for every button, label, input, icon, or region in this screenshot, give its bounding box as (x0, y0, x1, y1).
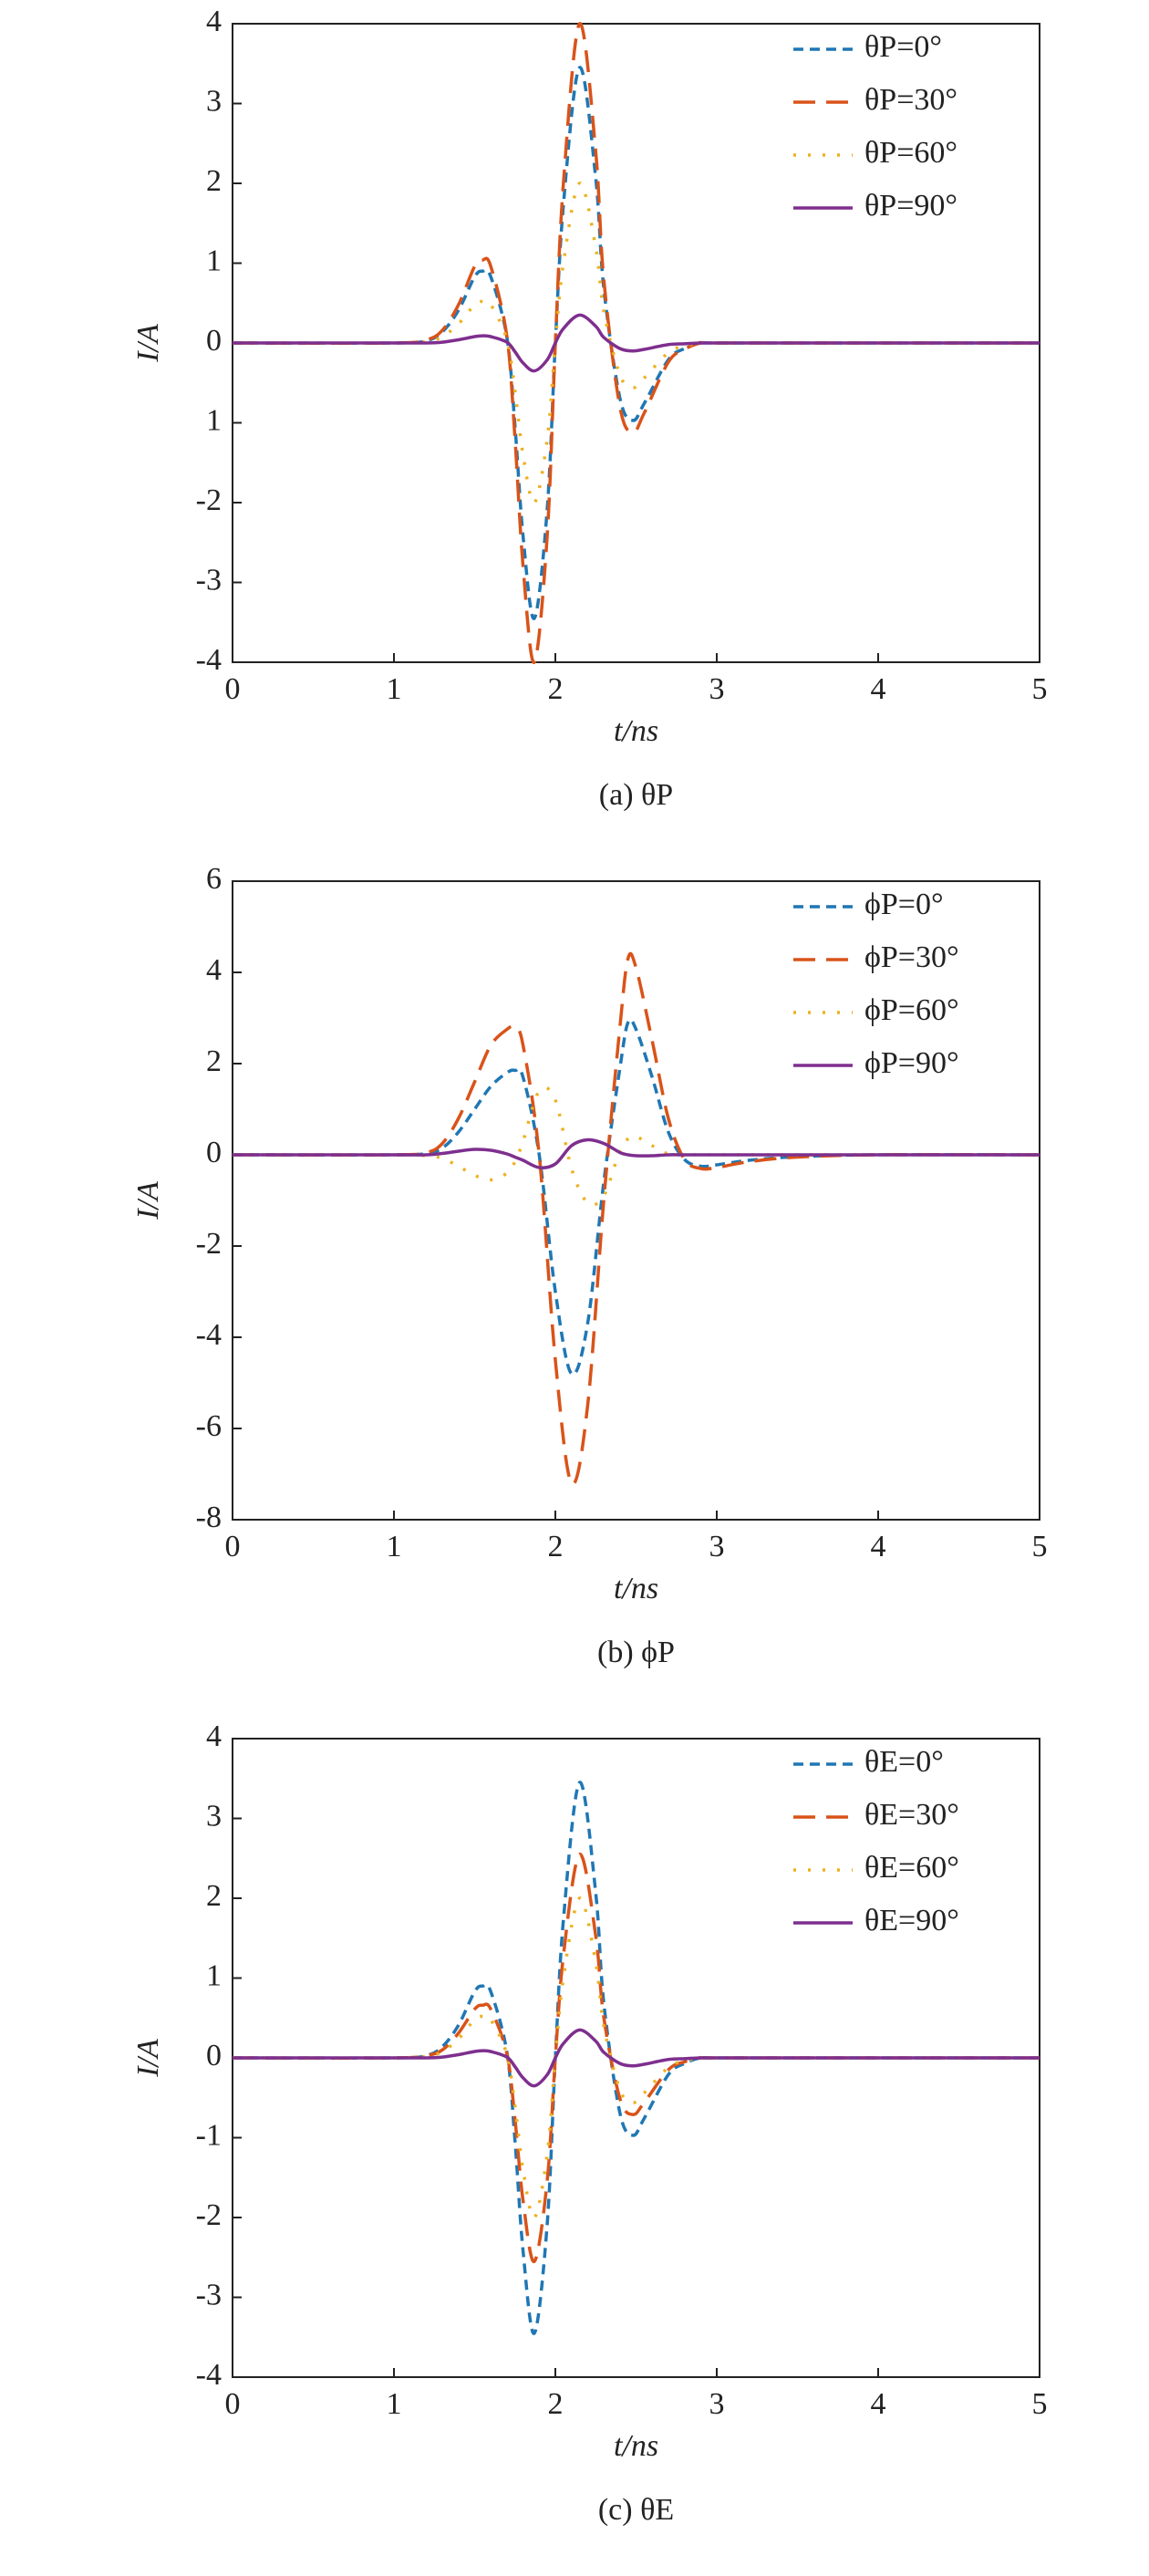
y-tick-label: -6 (196, 1409, 222, 1443)
series-line (232, 1017, 1040, 1376)
x-tick-label: 4 (871, 2387, 886, 2421)
y-tick-label: 6 (206, 862, 222, 896)
x-tick-label: 1 (387, 672, 402, 706)
legend-label: θP=90° (864, 189, 958, 223)
y-tick-label: -2 (196, 483, 222, 517)
x-tick-label: 0 (225, 672, 241, 706)
y-axis-label: I/A (131, 1181, 165, 1220)
caption: (c) θE (598, 2493, 674, 2527)
x-axis-label: t/ns (614, 2429, 658, 2463)
y-tick-label: -4 (196, 1318, 222, 1352)
y-tick-label: 0 (206, 2039, 222, 2072)
plot-frame (232, 880, 1040, 1521)
y-tick-label: -4 (196, 643, 222, 677)
panel: 0 1 2 3 4 5 -4 -3 -2 1 0 1 2 3 4 t/ns I/A (a) θP θP=0° θP=3… (131, 5, 1048, 812)
series-line (232, 1853, 1040, 2263)
x-tick-label: 1 (387, 2387, 402, 2421)
panel: 0 1 2 3 4 5 -8 -6 -4 -2 0 2 4 6 t/ns I/A (b) ϕP ϕP=0° ϕP=3… (131, 862, 1048, 1669)
y-tick-label: 3 (206, 84, 222, 118)
series-line (232, 182, 1040, 504)
series-line (232, 2028, 1040, 2088)
legend-label: ϕP=0° (864, 888, 944, 921)
y-tick-label: -4 (196, 2358, 222, 2392)
y-tick-label: -3 (196, 563, 222, 597)
x-tick-label: 2 (548, 672, 564, 706)
y-tick-label: 2 (206, 164, 222, 198)
series-line (233, 313, 1040, 373)
y-axis-label: I/A (131, 324, 165, 363)
legend-label: θP=60° (864, 136, 958, 170)
y-tick-label: -2 (196, 1227, 222, 1261)
y-axis-label: I/A (131, 2039, 165, 2078)
x-tick-label: 4 (871, 1530, 886, 1563)
legend-label: ϕP=90° (864, 1046, 959, 1080)
y-tick-label: 1 (206, 403, 222, 437)
y-tick-label: 4 (206, 953, 222, 987)
caption: (b) ϕP (597, 1636, 675, 1669)
y-tick-label: 2 (206, 1044, 222, 1078)
x-tick-label: 0 (225, 1530, 241, 1563)
x-tick-label: 3 (709, 2387, 725, 2421)
x-tick-label: 3 (709, 672, 725, 706)
series-line (233, 1137, 1040, 1169)
x-tick-label: 5 (1032, 2387, 1048, 2421)
x-tick-label: 0 (225, 2387, 241, 2421)
y-tick-label: -2 (196, 2198, 222, 2232)
legend-label: ϕP=60° (864, 993, 959, 1027)
y-tick-label: -1 (196, 2118, 222, 2152)
x-axis-label: t/ns (614, 1572, 658, 1605)
legend-label: θE=30° (864, 1798, 959, 1832)
x-axis-label: t/ns (614, 714, 658, 748)
y-tick-label: 3 (206, 1799, 222, 1833)
x-tick-label: 1 (387, 1530, 402, 1563)
x-tick-label: 5 (1032, 672, 1048, 706)
legend-label: θE=90° (864, 1904, 959, 1937)
x-tick-label: 2 (548, 2387, 564, 2421)
series-line (232, 951, 1040, 1486)
y-tick-label: -3 (196, 2278, 222, 2311)
y-tick-label: 1 (206, 244, 222, 277)
y-tick-label: 2 (206, 1879, 222, 1913)
legend-label: θP=0° (864, 30, 942, 64)
series-line (232, 1896, 1040, 2219)
series-line (232, 22, 1040, 664)
legend-label: θP=30° (864, 83, 958, 117)
y-tick-label: 1 (206, 1958, 222, 1992)
x-tick-label: 5 (1032, 1530, 1048, 1563)
legend-label: θE=0° (864, 1745, 944, 1779)
legend-label: θE=60° (864, 1851, 959, 1885)
x-tick-label: 3 (709, 1530, 725, 1563)
x-tick-label: 2 (548, 1530, 564, 1563)
y-tick-label: -8 (196, 1501, 222, 1534)
y-tick-label: 0 (206, 1136, 222, 1169)
y-tick-label: 0 (206, 324, 222, 358)
x-tick-label: 4 (871, 672, 886, 706)
panel: 0 1 2 3 4 5 -4 -3 -2 -1 0 1 2 3 4 t/ns I/A (c) θE θE=0° θE=… (131, 1719, 1048, 2527)
caption: (a) θP (599, 778, 673, 812)
y-tick-label: 4 (206, 5, 222, 38)
y-tick-label: 4 (206, 1719, 222, 1753)
legend-label: ϕP=30° (864, 940, 959, 974)
series-line (232, 1781, 1040, 2335)
series-line (232, 1085, 1040, 1207)
